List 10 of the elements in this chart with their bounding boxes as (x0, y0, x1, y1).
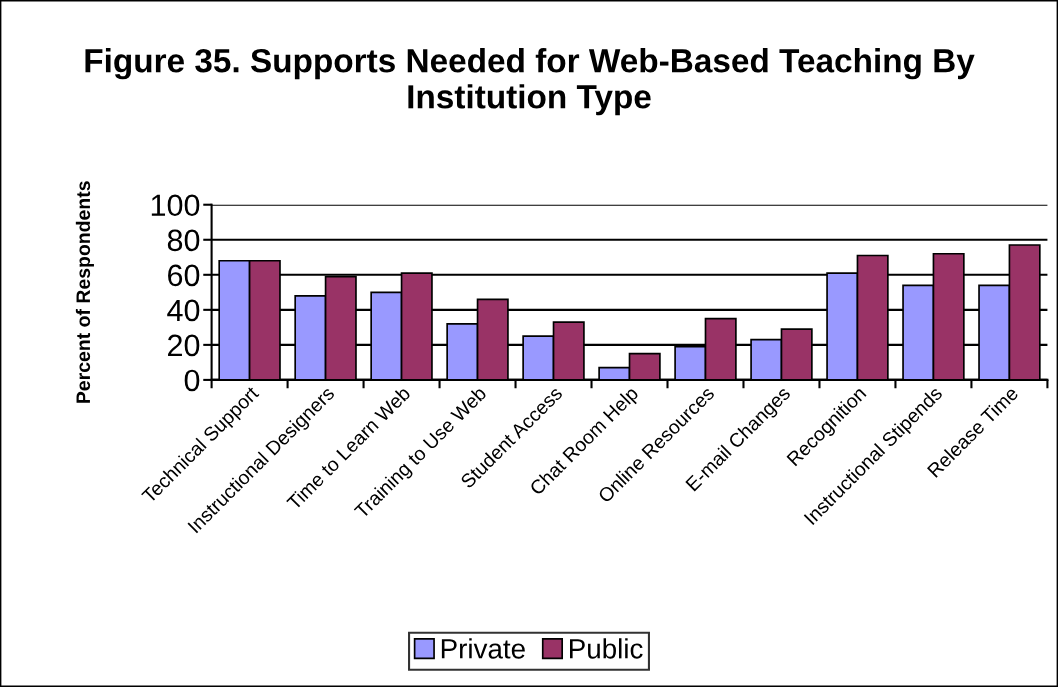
y-tick-label: 60 (168, 264, 200, 287)
y-tick-label: 80 (167, 229, 200, 252)
y-tick-label: 20 (168, 334, 200, 357)
legend-label: Private (441, 638, 525, 659)
chart-title: Figure 35. Supports Needed for Web-Based Teaching By Institution Type (85, 48, 975, 116)
y-tick-label: 100 (151, 194, 200, 217)
legend-label: Public (570, 638, 643, 659)
y-tick-label: 40 (167, 299, 200, 322)
y-tick-label: 0 (184, 369, 200, 392)
y-axis-title: Percent of Respondents (75, 181, 94, 403)
